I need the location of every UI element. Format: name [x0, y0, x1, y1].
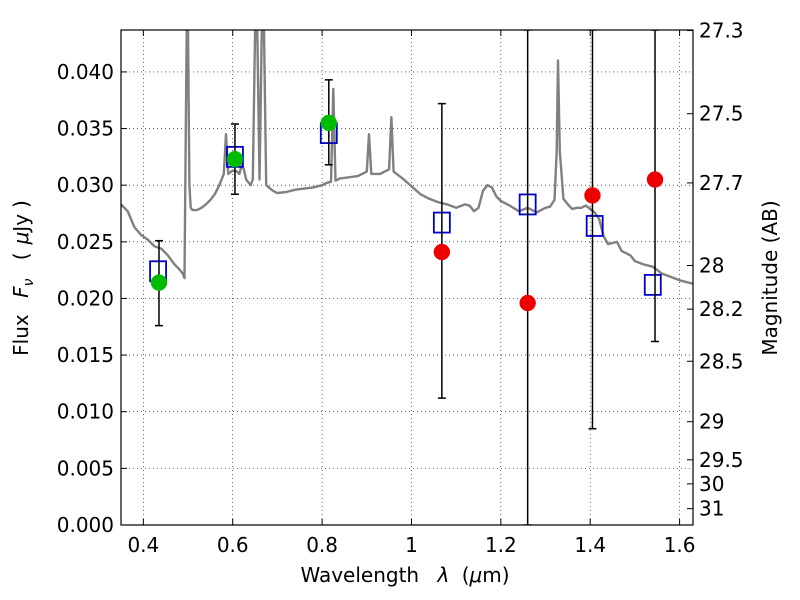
- y-tick-label: 0.025: [57, 230, 114, 254]
- x-tick-label: 1.2: [485, 533, 517, 557]
- y-tick-label: 0.030: [57, 173, 114, 197]
- x-tick-label: 0.8: [306, 533, 338, 557]
- detected-flux-point: [226, 150, 244, 168]
- nondetected-flux-point: [584, 187, 601, 204]
- data-markers-group: [149, 30, 664, 525]
- mag-tick-label: 29.5: [699, 448, 744, 472]
- y-axis-label-text: Flux: [9, 314, 33, 356]
- nondetected-flux-point: [646, 171, 664, 188]
- y-tick-label: 0.000: [57, 513, 114, 537]
- right-axis-label: Magnitude (AB): [758, 200, 782, 355]
- mag-tick-label: 28: [699, 253, 724, 277]
- x-axis-label-unit-open: (: [462, 563, 470, 587]
- x-axis-label-unit-rest: m): [482, 563, 509, 587]
- y-tick-label: 0.040: [57, 60, 114, 84]
- y-axis-label-symbol: F: [9, 286, 33, 298]
- grid-lines: [121, 30, 693, 526]
- x-axis-label-text: Wavelength: [300, 563, 419, 587]
- y-axis-label-unit-mu: μ: [9, 232, 33, 246]
- x-tick-label: 1.6: [664, 533, 696, 557]
- x-tick-label: 0.6: [217, 533, 249, 557]
- axis-ticks: 0.4 0.6 0.8 1 1.2 1.4 1.6 0.000 0.005 0.010 0.015 0…: [57, 19, 744, 557]
- y-axis-label-unit-open: (: [9, 252, 33, 260]
- template-spectrum-line: [121, 30, 693, 285]
- template-spectrum-group: [121, 30, 693, 285]
- x-axis-label: Wavelength λ (μm): [300, 563, 509, 587]
- y-tick-label: 0.005: [57, 456, 114, 480]
- mag-tick-label: 30: [699, 472, 724, 496]
- nondetected-flux-point: [519, 294, 536, 312]
- nondetected-flux-point: [433, 243, 451, 261]
- mag-tick-label: 29: [699, 410, 724, 434]
- y-axis-label-unit-close: ): [9, 200, 33, 208]
- y-tick-label: 0.010: [57, 400, 114, 424]
- mag-tick-label: 31: [699, 497, 724, 521]
- detected-flux-point: [150, 274, 168, 291]
- x-tick-label: 1: [405, 533, 418, 557]
- mag-tick-label: 27.7: [699, 171, 744, 195]
- mag-tick-label: 27.3: [699, 19, 744, 43]
- y-axis-label: Flux Fν ( μJy): [9, 200, 38, 356]
- mag-tick-label: 28.5: [699, 349, 744, 373]
- x-tick-label: 0.4: [127, 533, 159, 557]
- x-axis-label-symbol: λ: [436, 563, 449, 587]
- mag-tick-label: 27.5: [699, 102, 744, 126]
- model-flux-square: [585, 215, 604, 237]
- y-tick-label: 0.015: [57, 343, 114, 367]
- y-tick-label: 0.035: [57, 117, 114, 141]
- x-axis-label-unit-mu: μ: [469, 563, 483, 587]
- y-tick-label: 0.020: [57, 286, 114, 310]
- plot-frame: [120, 29, 694, 526]
- detected-flux-point: [320, 114, 338, 132]
- y-axis-label-subscript: ν: [21, 278, 37, 286]
- mag-tick-label: 28.2: [699, 297, 744, 321]
- y-axis-label-unit-rest: Jy: [9, 214, 33, 234]
- model-flux-square: [643, 273, 662, 296]
- x-tick-label: 1.4: [574, 533, 606, 557]
